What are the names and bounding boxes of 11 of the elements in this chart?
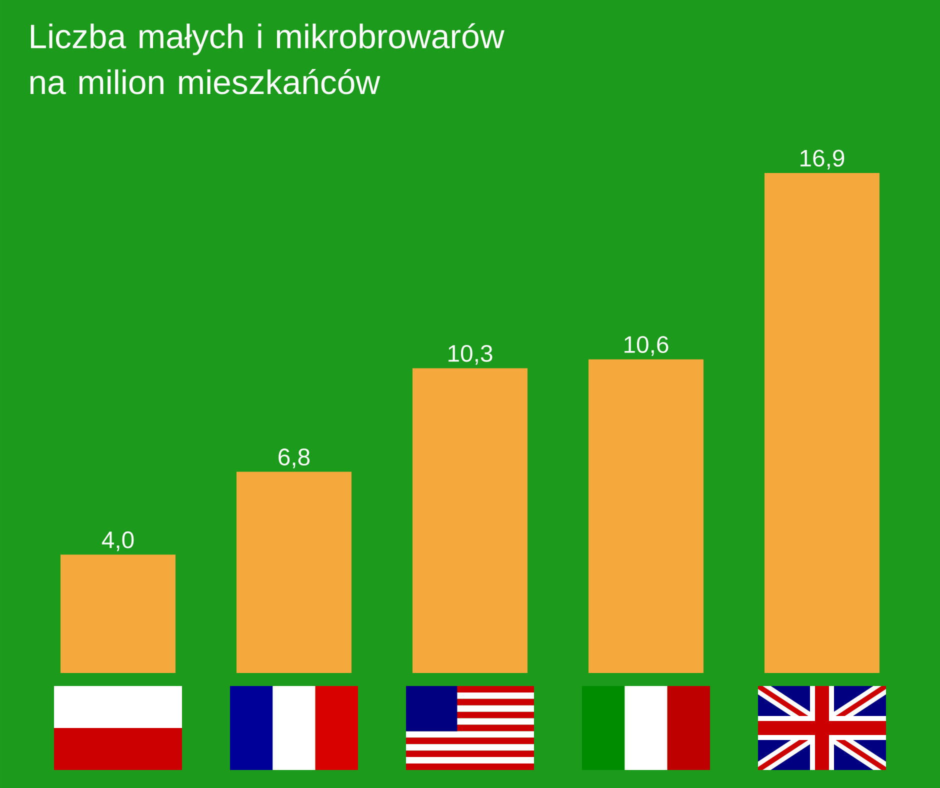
bar <box>60 554 176 673</box>
bar <box>236 472 352 673</box>
chart-title: Liczba małych i mikrobrowarów na milion mieszkańców <box>30 23 504 94</box>
data-label: 16,9 <box>800 150 844 170</box>
data-label: 10,6 <box>624 336 668 356</box>
bar <box>588 359 704 673</box>
bar <box>412 368 528 673</box>
data-label: 6,8 <box>278 448 310 468</box>
data-label: 10,3 <box>448 344 492 365</box>
bar <box>764 172 880 673</box>
data-label: 4,0 <box>102 531 134 552</box>
